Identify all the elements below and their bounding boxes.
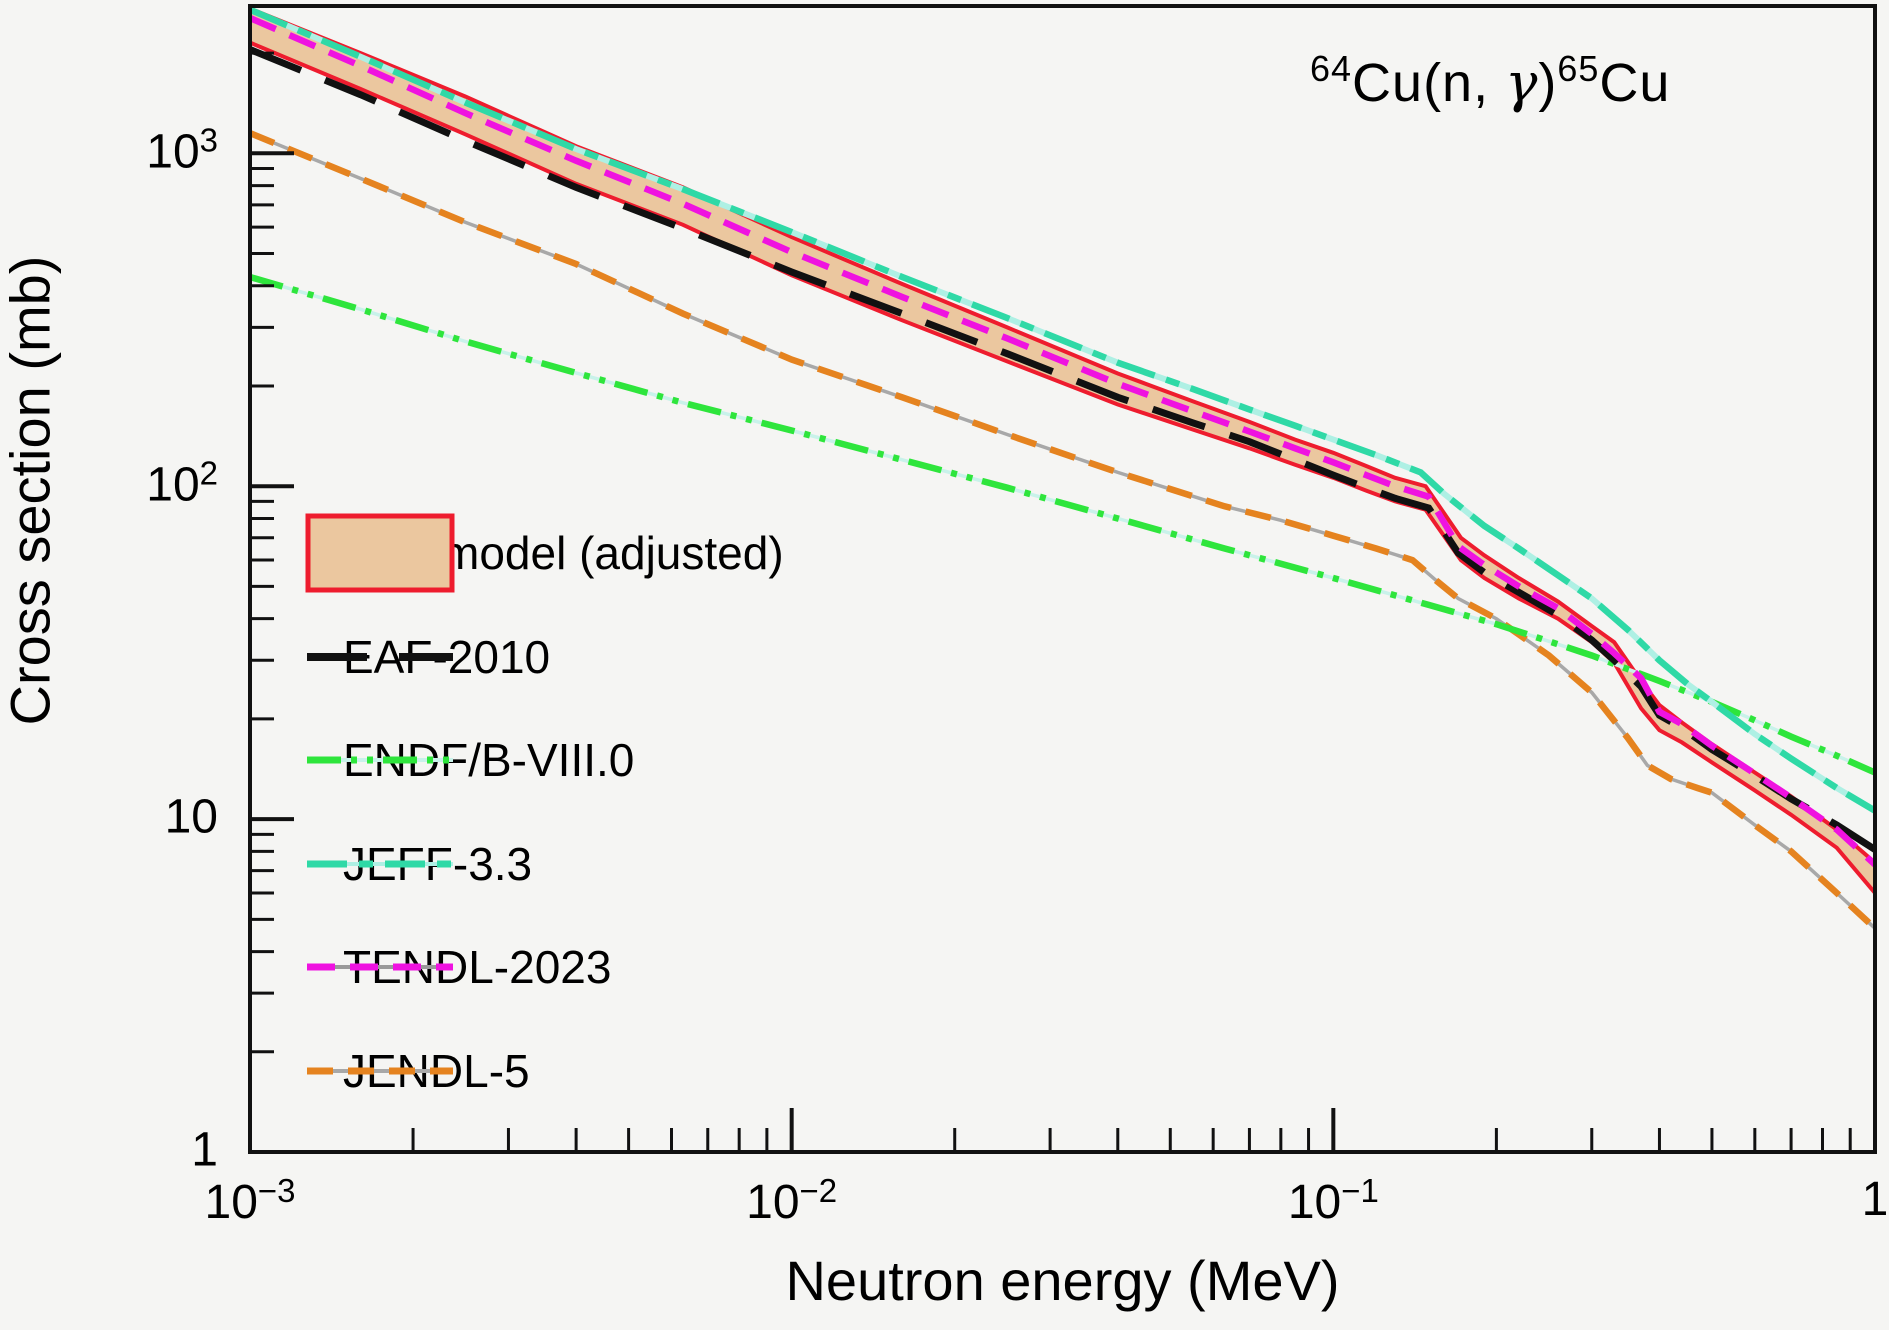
x-tick-label: 1 — [1861, 1173, 1889, 1226]
title-text: Cu(n, — [1352, 53, 1506, 113]
legend-line-swatch — [307, 860, 453, 867]
legend-line-swatch — [307, 756, 453, 764]
y-tick-label: 10 — [164, 790, 218, 844]
jeff-3-3-line — [250, 6, 1875, 814]
title-text-2: Cu — [1599, 53, 1671, 113]
title-isotope-65: 65 — [1557, 48, 1600, 89]
gamma-symbol: γ — [1505, 51, 1539, 114]
legend-line-swatch — [307, 652, 453, 661]
legend-item-jendl-5: JENDL-5 — [305, 1023, 530, 1119]
legend-item-eaf-2010: EAF-2010 — [305, 609, 550, 705]
x-tick-label: 10−2 — [746, 1172, 838, 1229]
y-tick-label: 103 — [146, 121, 218, 179]
x-tick-label: 10−3 — [204, 1172, 296, 1229]
jendl-5-line — [250, 130, 1875, 931]
x-tick-label: 10−1 — [1287, 1172, 1379, 1229]
band-swatch-rect — [305, 513, 455, 593]
curves-group — [250, 6, 1875, 931]
x-axis-title: Neutron energy (MeV) — [785, 1249, 1340, 1312]
bal-band-fill — [250, 8, 1875, 894]
title-paren: ) — [1538, 53, 1558, 113]
tendl-2023-line — [250, 15, 1875, 867]
legend-item-jeff-3-3: JEFF-3.3 — [305, 816, 532, 912]
legend-line-swatch — [307, 963, 453, 971]
bal-band-upper-edge — [250, 6, 1875, 865]
plot-title: 64Cu(n, γ)65Cu — [1310, 48, 1670, 114]
legend-item-tendl-2023: TENDL-2023 — [305, 919, 611, 1015]
endf-b-viii-0-line — [250, 273, 1875, 776]
legend-line-swatch — [307, 1067, 453, 1074]
y-tick-label: 102 — [146, 454, 218, 512]
plot-frame — [248, 4, 1877, 1154]
eaf-2010-line — [250, 46, 1875, 853]
y-tick-label: 1 — [191, 1123, 218, 1177]
legend-item-endf-b-viii-0: ENDF/B-VIII.0 — [305, 712, 634, 808]
legend-band-swatch — [305, 513, 455, 593]
y-axis-title: Cross section (mb) — [0, 255, 62, 726]
title-isotope-64: 64 — [1310, 48, 1353, 89]
legend-item-bal-model-adjusted-: BAL model (adjusted) — [305, 505, 784, 601]
